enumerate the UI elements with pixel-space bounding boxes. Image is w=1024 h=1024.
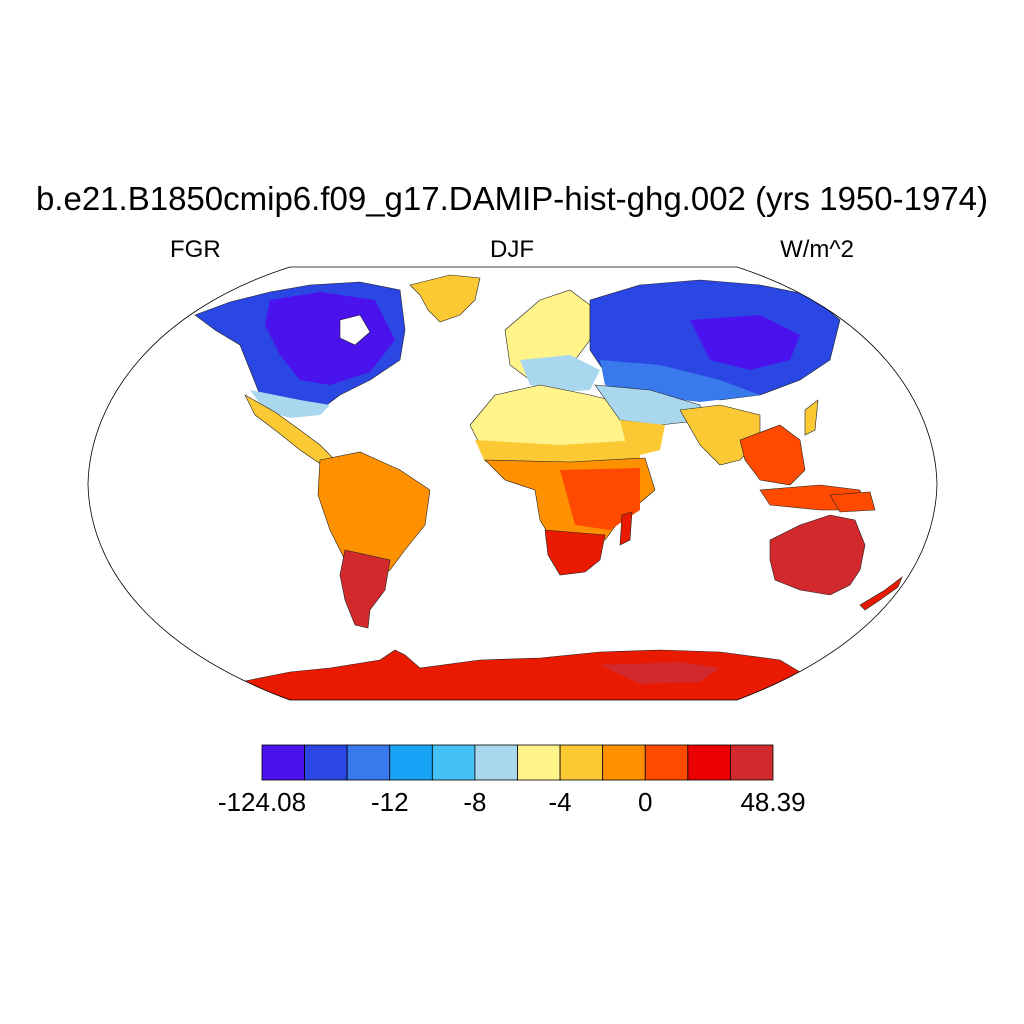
- region-canada-interior: [265, 292, 395, 385]
- region-mediterranean: [520, 355, 600, 392]
- region-south-america-south: [339, 549, 391, 629]
- region-australia: [769, 514, 866, 596]
- season-label: DJF: [490, 236, 534, 263]
- colorbar-swatch: [644, 744, 689, 781]
- colorbar-swatch: [389, 744, 433, 781]
- region-antarctica-edge: [600, 662, 720, 684]
- region-southern-africa: [544, 529, 606, 576]
- colorbar-swatch: [687, 744, 731, 781]
- region-madagascar: [619, 511, 633, 546]
- region-japan: [804, 399, 819, 436]
- variable-label: FGR: [170, 236, 221, 263]
- region-hudson-bay: [339, 314, 371, 346]
- region-east-africa: [560, 468, 640, 530]
- colorbar-swatch: [346, 744, 391, 781]
- units-label: W/m^2: [780, 236, 854, 263]
- region-southeast-asia: [739, 424, 806, 486]
- colorbar-swatch: [261, 744, 305, 781]
- colorbar-tick-label: -8: [463, 787, 487, 817]
- colorbar-swatch: [517, 744, 561, 781]
- region-new-zealand: [859, 576, 903, 611]
- colorbar-swatch: [304, 744, 348, 781]
- colorbar-swatch: [559, 744, 604, 781]
- map-boundary: [87, 266, 938, 701]
- colorbar-tick-label: 48.39: [740, 787, 806, 817]
- region-south-america-north: [317, 451, 431, 581]
- colorbar-tick-label: -12: [370, 787, 409, 817]
- colorbar-swatch: [602, 744, 646, 781]
- colorbar-tick-label: -4: [548, 787, 572, 817]
- region-greenland: [409, 274, 481, 323]
- region-arabia: [620, 420, 665, 455]
- colorbar-swatch: [474, 744, 518, 781]
- colorbar-swatch: [730, 744, 774, 781]
- region-siberia-core: [690, 315, 800, 370]
- colorbar-tick-label: 0: [638, 787, 653, 817]
- region-sahel: [475, 440, 640, 462]
- colorbar-tick-label: -124.08: [217, 787, 307, 817]
- figure-title: b.e21.B1850cmip6.f09_g17.DAMIP-hist-ghg.…: [35, 180, 989, 217]
- colorbar-swatch: [431, 744, 476, 781]
- region-new-guinea: [829, 491, 876, 513]
